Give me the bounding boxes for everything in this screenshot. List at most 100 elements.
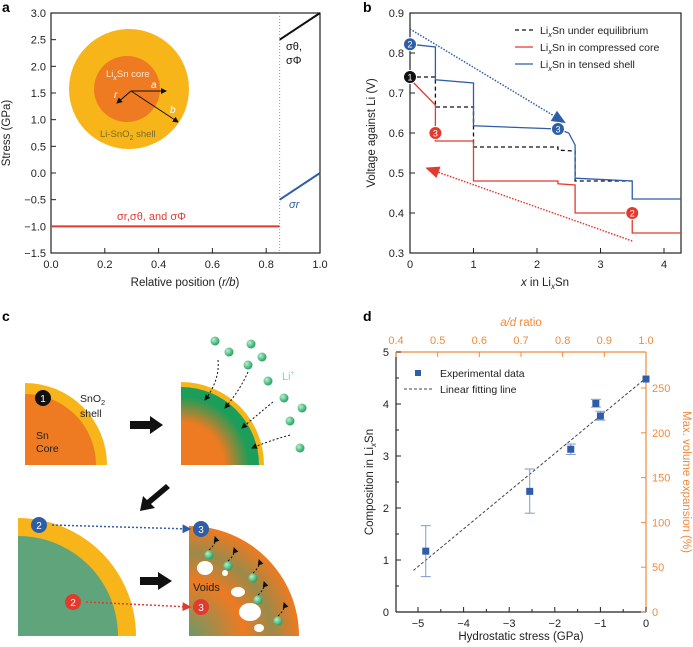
y-tick-label: 0.8 (389, 48, 404, 60)
y-tick-label: 3 (383, 451, 389, 463)
state-marker-2-core: 2 (65, 594, 81, 610)
marker-label: 2 (36, 521, 42, 532)
li-ion (279, 393, 289, 403)
panel-c-lithiation-diagram: SnO2 shell Sn Core 1 Li+ Voids (18, 336, 307, 636)
y-tick-label: −0.5 (24, 195, 46, 207)
y-tick-label: 0.6 (389, 128, 404, 140)
right-y-tick-label: 150 (652, 473, 670, 485)
void (239, 603, 261, 621)
state-marker-label: 3 (433, 129, 438, 139)
legend-sub: x (547, 64, 552, 73)
state-marker-1 (35, 390, 51, 406)
legend-post: Sn in compressed core (552, 42, 660, 54)
y-tick-label: 2 (383, 503, 389, 515)
x-tick-label: 0.8 (259, 259, 274, 271)
legend-sub: x (547, 30, 552, 39)
radius-r-arrow (116, 90, 132, 104)
trend-arrow-head (425, 166, 441, 178)
diffusion-arrow (204, 359, 219, 401)
legend-pre: Li (540, 42, 548, 54)
legend-pre: Li (540, 59, 548, 71)
legend-fit: Linear fitting line (440, 384, 517, 396)
data-point (567, 445, 575, 453)
x-tick-label: 0.2 (97, 259, 112, 271)
data-point (526, 487, 534, 495)
extraction-arrow (277, 602, 289, 617)
legend-label: LixSn in tensed shell (540, 59, 635, 73)
y-tick-label: 3.0 (31, 8, 46, 20)
x-tick-label: −4 (457, 618, 470, 630)
x-tick-label: −1 (594, 618, 607, 630)
diffusion-arrow (224, 371, 249, 409)
y-tick-label: 0.3 (389, 248, 404, 260)
y-tick-label: 1 (383, 555, 389, 567)
li-ion (257, 352, 267, 362)
extraction-arrow (227, 547, 239, 562)
panel-label-b: b (363, 0, 372, 15)
sigma-theta-label: σθ, (286, 41, 302, 53)
y-tick-label: 4 (383, 399, 389, 411)
li-ion (243, 360, 253, 370)
top-x-tick-label: 0.4 (388, 335, 403, 347)
x-tick-label: 1 (470, 259, 476, 271)
void (197, 561, 213, 575)
state-marker (625, 206, 640, 220)
series-line (279, 12, 321, 41)
x-tick-label: 3 (597, 259, 603, 271)
x-axis-label: Relative position (r/b) (131, 277, 240, 289)
y-tick-label: 2.5 (31, 35, 46, 47)
li-ion (248, 573, 258, 583)
y-tick-label: 0.9 (389, 8, 404, 20)
x-tick-label: 0.6 (205, 259, 220, 271)
right-y-tick-label: 50 (652, 562, 664, 574)
data-point (592, 399, 600, 407)
extraction-arrow (257, 581, 269, 596)
marker-label: 3 (198, 525, 204, 536)
y-tick-label: 5 (383, 347, 389, 359)
y-tick-label: 0 (383, 607, 389, 619)
state-marker-label: 2 (407, 40, 412, 50)
x-tick-label: 0 (643, 618, 649, 630)
shell-label: Li-SnO2 shell (100, 129, 156, 142)
diffusion-arrow (251, 434, 291, 449)
li-ion (263, 376, 273, 386)
sigma-phi-label: σΦ (286, 55, 302, 67)
li-ion (297, 403, 307, 413)
lithiated-core (18, 536, 118, 636)
process-arrow-right-2 (140, 572, 172, 590)
x-tick-label: 0 (407, 259, 413, 271)
li-ion (246, 339, 256, 349)
void (231, 587, 245, 597)
particle-body (189, 526, 299, 636)
delithiated-particle: Voids (189, 526, 299, 636)
y-tick-label: 2.0 (31, 61, 46, 73)
right-y-tick-label: 100 (652, 517, 670, 529)
shell-label: shell (80, 408, 102, 420)
top-x-tick-label: 0.7 (513, 335, 528, 347)
sigma-r-label: σr (289, 199, 301, 211)
state-marker-label: 3 (555, 125, 560, 135)
voids-label: Voids (193, 582, 220, 594)
x-tick-label: 1.0 (312, 259, 327, 271)
sn-label: Sn (36, 430, 49, 442)
x-tick-label: 0.0 (43, 259, 58, 271)
x-tick-label: −2 (549, 618, 562, 630)
extraction-arrow (208, 536, 220, 551)
diffusion-arrow (241, 401, 274, 429)
li-ion (223, 561, 233, 571)
top-x-tick-label: 0.8 (555, 335, 570, 347)
extraction-arrow (252, 559, 264, 574)
panel-b-voltage-chart: x in LixSn Voltage against Li (V) 0.3 0.4… (366, 8, 682, 291)
li-ion (295, 443, 305, 453)
sno2-label: SnO2 (80, 393, 105, 407)
y-tick-label: 0.4 (389, 208, 404, 220)
li-ion (224, 347, 234, 357)
li-ions (204, 336, 307, 453)
y-axis-label: Stress (GPa) (1, 100, 13, 167)
li-ion (285, 416, 295, 426)
trend-arrow-line (409, 28, 563, 122)
lithiating-particle: Li+ (181, 336, 307, 465)
void (222, 570, 228, 576)
panel-label-a: a (2, 0, 10, 15)
y-axis-label: Composition in LixSn (364, 429, 378, 535)
